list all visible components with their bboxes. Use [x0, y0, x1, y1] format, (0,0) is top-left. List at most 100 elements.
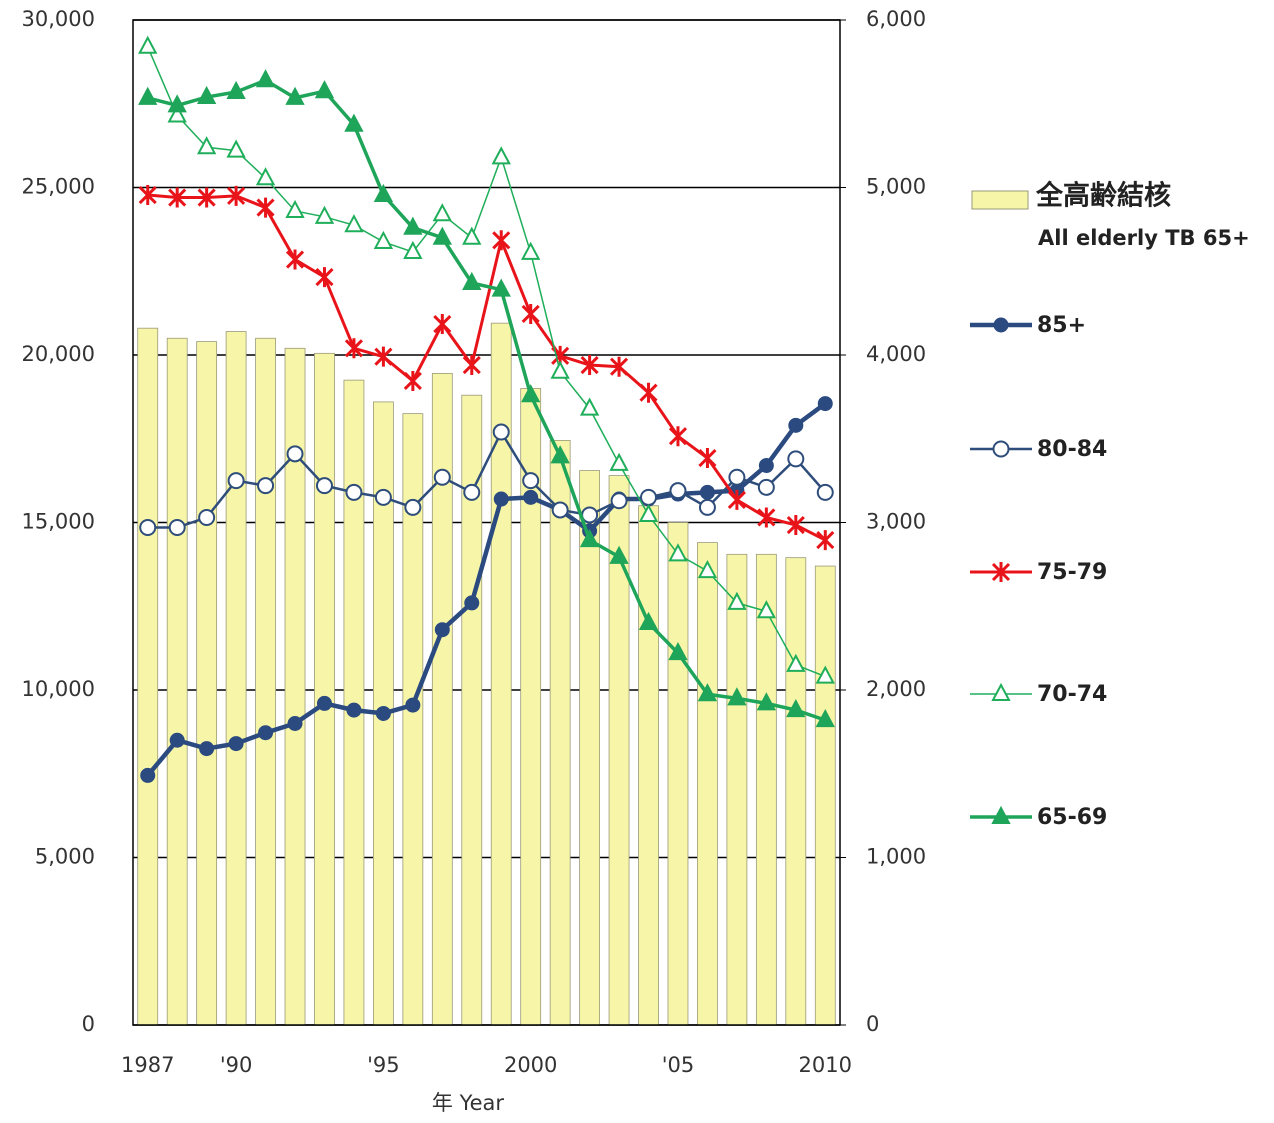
bar [785, 557, 807, 1026]
marker [287, 716, 303, 731]
line [147, 46, 826, 678]
marker [815, 665, 835, 684]
y2-tick-label: 3,000 [866, 510, 926, 534]
marker [226, 139, 246, 158]
y2-tick-label: 6,000 [866, 7, 926, 31]
marker [374, 488, 392, 506]
x-tick-label: 2000 [504, 1053, 557, 1077]
y-tick-label: 0 [82, 1012, 95, 1036]
marker [403, 240, 423, 259]
marker [346, 702, 362, 718]
marker [521, 241, 541, 260]
y-tick-label: 20,000 [22, 342, 95, 366]
marker [314, 80, 335, 99]
marker [139, 519, 157, 537]
marker [579, 528, 600, 548]
legend-label: 70-74 [1037, 682, 1107, 707]
marker [285, 86, 305, 105]
marker [373, 230, 394, 249]
marker [523, 489, 539, 505]
marker [699, 484, 715, 500]
marker [285, 249, 305, 270]
marker [374, 346, 393, 367]
y2-tick-label: 5,000 [866, 175, 926, 199]
marker [138, 185, 157, 206]
legend-label: 全高齢結核 [1035, 180, 1171, 212]
bar [549, 440, 571, 1026]
marker [432, 226, 452, 245]
marker [817, 396, 833, 412]
line [147, 78, 826, 722]
bar [579, 470, 601, 1026]
marker [433, 468, 451, 486]
marker [550, 445, 570, 464]
series [138, 69, 835, 728]
marker [991, 682, 1011, 701]
marker [638, 611, 659, 630]
marker [551, 501, 569, 519]
marker [169, 732, 185, 748]
plot-frame [132, 19, 841, 1026]
marker [756, 692, 777, 711]
marker [991, 562, 1011, 582]
marker [344, 113, 364, 132]
marker [728, 468, 746, 486]
marker [226, 80, 246, 100]
marker [228, 736, 244, 752]
x-tick-label: '90 [220, 1053, 253, 1077]
marker [168, 187, 187, 208]
marker [727, 591, 747, 610]
marker [373, 183, 394, 203]
y-tick-label: 30,000 [22, 7, 95, 31]
marker [640, 488, 658, 506]
marker [609, 452, 629, 471]
marker [257, 477, 275, 495]
marker [405, 697, 421, 713]
x-tick-label: 1987 [121, 1053, 174, 1077]
marker [463, 483, 481, 501]
marker [815, 709, 835, 728]
marker [345, 483, 363, 501]
bar [314, 352, 335, 1026]
y-tick-label: 5,000 [35, 845, 95, 869]
marker [285, 199, 305, 218]
marker [610, 492, 628, 510]
marker [227, 472, 245, 490]
marker [609, 545, 629, 564]
marker [315, 477, 333, 495]
marker [522, 472, 540, 490]
marker [493, 491, 509, 507]
marker [757, 507, 776, 528]
marker [727, 489, 746, 510]
bar [667, 522, 689, 1026]
marker [816, 483, 834, 501]
marker [638, 503, 659, 522]
marker [521, 303, 540, 324]
y2-tick-label: 2,000 [866, 677, 926, 701]
marker [992, 440, 1010, 458]
marker [375, 705, 391, 721]
marker [314, 205, 335, 224]
marker [464, 595, 480, 611]
marker [140, 767, 156, 783]
marker [462, 355, 481, 376]
bar [137, 327, 159, 1026]
marker [491, 278, 511, 297]
legend-label: 75-79 [1037, 560, 1107, 585]
marker [991, 805, 1011, 824]
bar [196, 341, 218, 1026]
marker [786, 698, 806, 718]
marker [462, 226, 482, 245]
marker [492, 423, 510, 441]
marker [344, 338, 363, 359]
marker [404, 498, 422, 516]
bar [726, 553, 748, 1026]
marker [550, 360, 570, 379]
marker [432, 203, 452, 222]
marker [286, 445, 304, 463]
marker [462, 271, 482, 290]
marker [168, 519, 186, 537]
y2-tick-label: 0 [866, 1012, 879, 1036]
marker [756, 600, 777, 619]
